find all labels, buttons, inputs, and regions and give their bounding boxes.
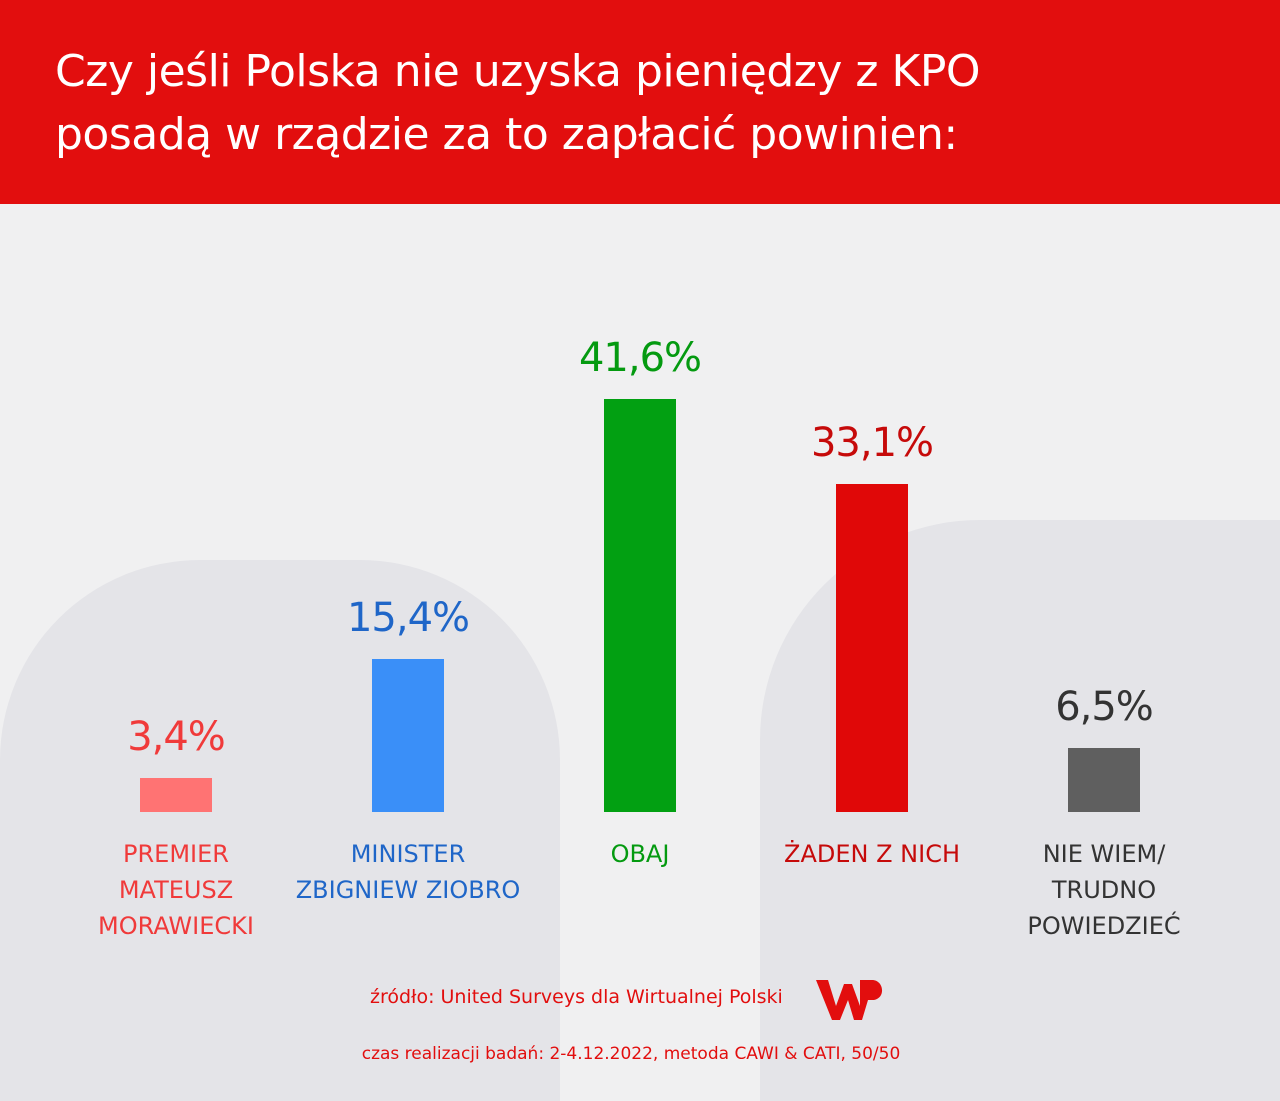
header-banner: Czy jeśli Polska nie uzyska pieniędzy z …	[0, 0, 1280, 204]
category-label-0: PREMIER MATEUSZ MORAWIECKI	[98, 840, 254, 940]
survey-meta-text: czas realizacji badań: 2-4.12.2022, meto…	[361, 1044, 901, 1064]
category-label-2: OBAJ	[610, 840, 670, 868]
bar-0	[140, 778, 212, 812]
category-label-4: NIE WIEM/ TRUDNO POWIEDZIEĆ	[1027, 840, 1181, 940]
category-label-1: MINISTER ZBIGNIEW ZIOBRO	[295, 840, 521, 904]
value-label-0: 3,4%	[127, 714, 226, 761]
chart-title: Czy jeśli Polska nie uzyska pieniędzy z …	[55, 46, 981, 160]
bar-4	[1068, 747, 1140, 812]
value-label-4: 6,5%	[1055, 683, 1154, 730]
bar-2	[604, 399, 676, 812]
value-label-3: 33,1%	[810, 419, 934, 466]
bar-chart: 3,4% PREMIER MATEUSZ MORAWIECKI 15,4% MINIS…	[0, 204, 1280, 1101]
bar-1	[372, 659, 444, 812]
category-label-3: ŻADEN Z NICH	[784, 840, 960, 868]
source-text: źródło: United Surveys dla Wirtualnej Po…	[370, 986, 783, 1008]
background-person-left	[0, 560, 560, 1101]
value-label-2: 41,6%	[578, 335, 702, 382]
bar-3	[836, 483, 908, 812]
wp-logo-icon	[816, 980, 883, 1020]
value-label-1: 15,4%	[346, 595, 470, 642]
